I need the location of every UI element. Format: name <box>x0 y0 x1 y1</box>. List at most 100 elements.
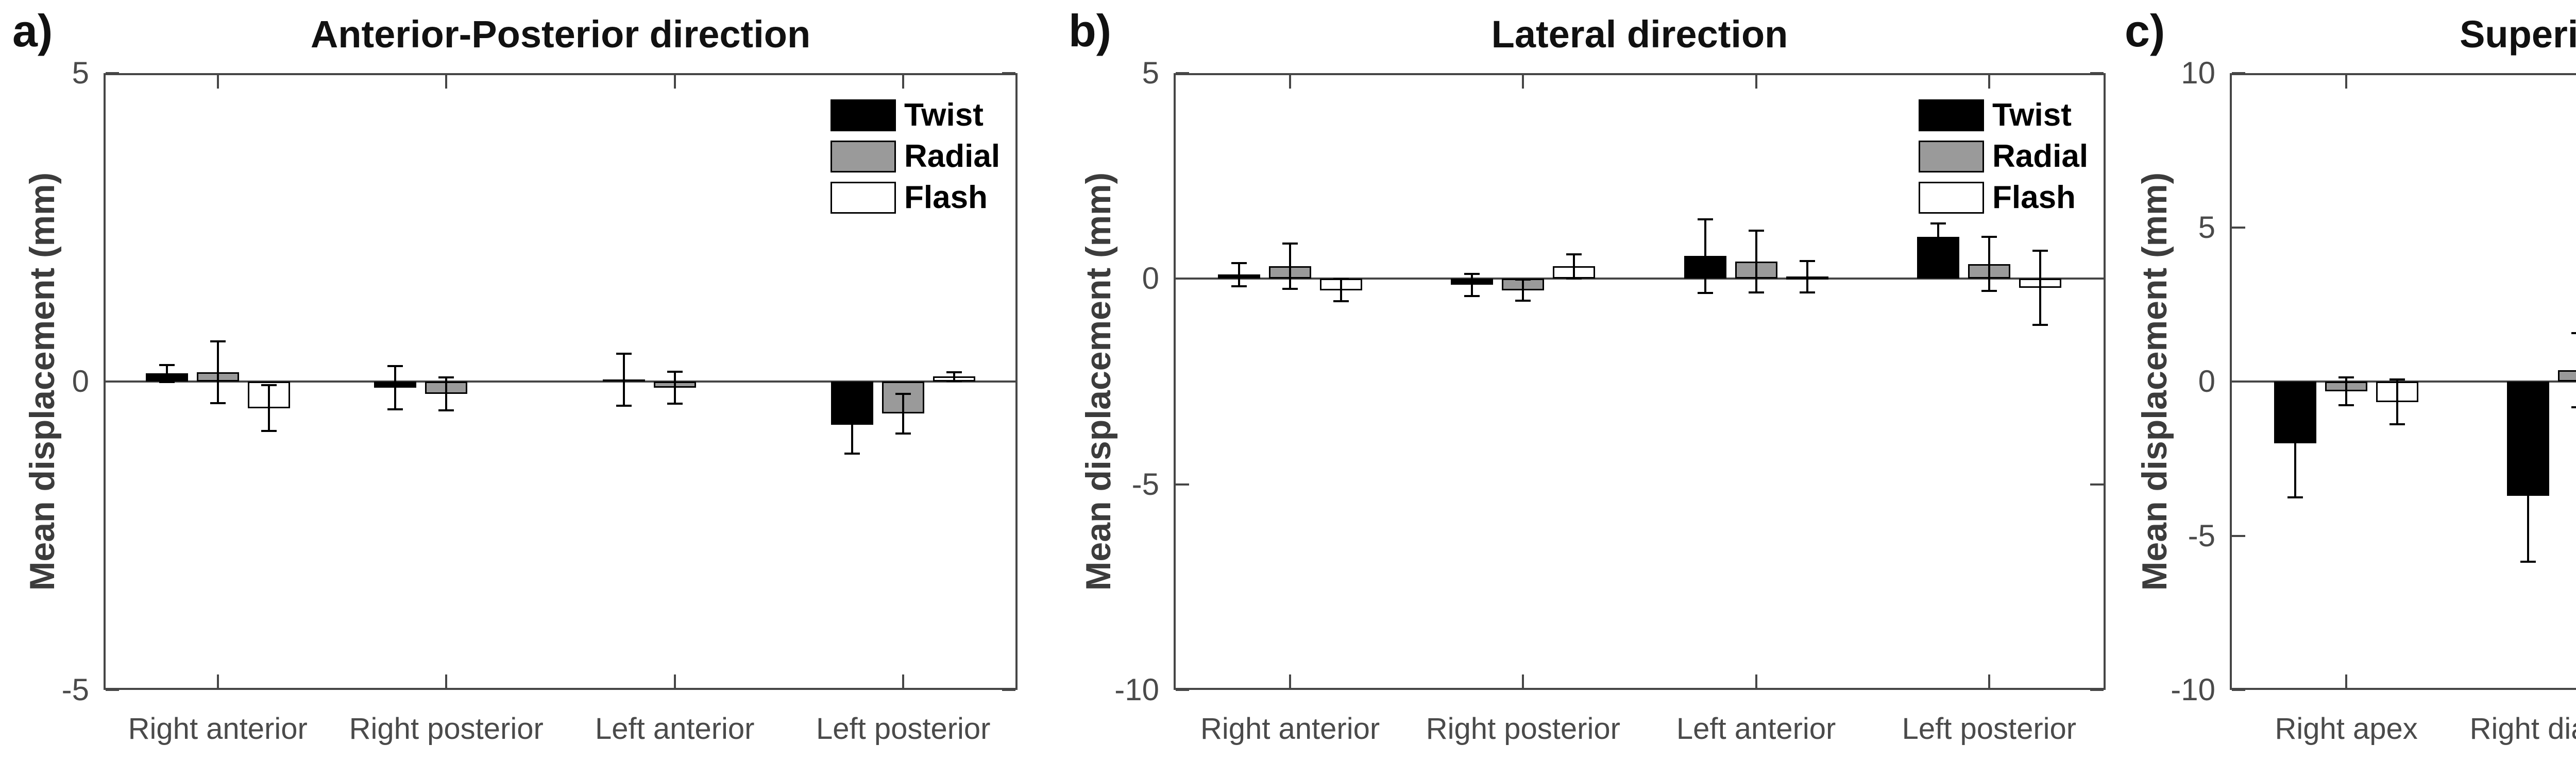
error-cap-bottom-b-twist-0 <box>1231 285 1247 287</box>
error-bar-a-twist-0 <box>165 365 168 383</box>
error-cap-top-b-radial-3 <box>1981 235 1997 238</box>
y-tick-left-a-0 <box>106 380 119 383</box>
x-tick-bottom-b-0 <box>1289 674 1292 688</box>
error-cap-bottom-b-flash-0 <box>1333 300 1349 303</box>
error-cap-bottom-c-radial-0 <box>2338 404 2354 407</box>
error-cap-bottom-a-twist-1 <box>387 408 403 410</box>
error-bar-b-flash-2 <box>1806 261 1808 292</box>
y-tick-label-c--5: -5 <box>2188 518 2215 553</box>
y-tick-label-c--10: -10 <box>2171 672 2215 707</box>
y-tick-left-b--10 <box>1176 689 1189 691</box>
chart-title-b: Lateral direction <box>1491 13 1788 56</box>
error-bar-b-flash-0 <box>1340 279 1343 302</box>
error-cap-top-b-flash-0 <box>1333 278 1349 281</box>
x-tick-top-b-3 <box>1988 75 1990 89</box>
y-tick-right-b-0 <box>2090 278 2104 280</box>
y-tick-left-b--5 <box>1176 483 1189 486</box>
error-bar-c-flash-0 <box>2396 379 2399 424</box>
y-tick-left-a-5 <box>106 72 119 74</box>
error-bar-a-twist-2 <box>622 354 625 406</box>
error-cap-bottom-b-flash-3 <box>2032 323 2048 326</box>
error-cap-top-a-radial-2 <box>667 370 683 373</box>
legend-label-flash-a: Flash <box>904 180 988 215</box>
error-cap-bottom-a-radial-3 <box>895 432 911 435</box>
error-cap-bottom-b-twist-2 <box>1697 292 1713 295</box>
error-bar-a-twist-3 <box>851 395 854 454</box>
error-cap-top-a-flash-3 <box>946 371 962 374</box>
legend-swatch-flash-a <box>831 182 896 214</box>
error-cap-top-b-flash-3 <box>2032 250 2048 252</box>
category-label-a-1: Right posterior <box>349 712 544 746</box>
category-label-a-0: Right anterior <box>128 712 308 746</box>
error-cap-bottom-a-radial-2 <box>667 403 683 405</box>
zero-line-a <box>106 380 1015 383</box>
category-label-b-0: Right anterior <box>1200 712 1380 746</box>
y-tick-right-a-5 <box>1002 72 1015 74</box>
category-label-b-1: Right posterior <box>1426 712 1620 746</box>
error-bar-a-radial-2 <box>673 371 676 404</box>
y-tick-left-c-5 <box>2232 226 2245 229</box>
y-tick-label-b--10: -10 <box>1114 672 1159 707</box>
error-bar-a-flash-0 <box>267 385 270 431</box>
error-cap-top-b-twist-0 <box>1231 262 1247 264</box>
y-tick-label-b-0: 0 <box>1142 261 1159 296</box>
panel-letter-b: b) <box>1069 5 1112 56</box>
y-tick-right-a--5 <box>1002 689 1015 691</box>
error-bar-b-radial-1 <box>1522 279 1524 301</box>
error-cap-bottom-a-flash-3 <box>946 379 962 382</box>
legend-swatch-radial-a <box>831 141 896 172</box>
error-cap-bottom-a-flash-0 <box>261 429 277 432</box>
error-cap-bottom-c-radial-1 <box>2571 406 2576 408</box>
error-bar-b-radial-2 <box>1755 230 1757 292</box>
y-tick-label-c-10: 10 <box>2181 56 2215 90</box>
error-cap-bottom-b-flash-2 <box>1799 291 1815 293</box>
legend-swatch-flash-b <box>1919 182 1984 214</box>
x-tick-bottom-a-1 <box>445 674 448 688</box>
chart-title-c: Superior-inferior direction <box>2460 13 2576 56</box>
x-tick-bottom-b-3 <box>1988 674 1990 688</box>
y-tick-label-a-0: 0 <box>72 364 89 399</box>
error-cap-top-b-twist-3 <box>1930 222 1946 224</box>
category-label-c-1: Right diaphragm <box>2469 712 2576 746</box>
error-cap-top-a-twist-1 <box>387 365 403 368</box>
x-tick-bottom-c-0 <box>2345 674 2348 688</box>
y-tick-label-b--5: -5 <box>1131 466 1159 501</box>
x-tick-top-a-3 <box>902 75 905 89</box>
error-cap-bottom-c-twist-1 <box>2520 561 2536 563</box>
error-bar-b-twist-1 <box>1471 273 1473 296</box>
error-bar-b-twist-3 <box>1937 223 1939 251</box>
legend-swatch-twist-a <box>831 99 896 131</box>
error-cap-bottom-b-radial-1 <box>1515 300 1531 302</box>
error-cap-top-a-twist-0 <box>159 363 175 366</box>
plot-box-b <box>1174 73 2106 690</box>
panel-b: b) Lateral direction Mean displacement (mm… <box>1056 0 2112 779</box>
y-tick-right-b--5 <box>2090 483 2104 486</box>
y-tick-label-c-5: 5 <box>2198 210 2215 245</box>
error-cap-top-a-twist-3 <box>844 394 860 397</box>
error-cap-bottom-b-flash-1 <box>1566 277 1582 280</box>
panel-letter-c: c) <box>2125 5 2165 56</box>
error-cap-top-b-twist-2 <box>1697 218 1713 220</box>
legend-label-twist-b: Twist <box>1992 97 2072 133</box>
x-tick-top-b-1 <box>1522 75 1524 89</box>
error-cap-bottom-b-radial-0 <box>1282 288 1298 290</box>
error-cap-top-b-twist-1 <box>1464 272 1480 275</box>
bar-c-radial-1 <box>2558 370 2576 382</box>
legend-swatch-radial-b <box>1919 141 1984 172</box>
y-tick-label-a-5: 5 <box>72 56 89 90</box>
error-cap-bottom-b-radial-2 <box>1748 291 1764 293</box>
error-cap-top-b-flash-2 <box>1799 259 1815 262</box>
error-cap-top-b-radial-0 <box>1282 243 1298 245</box>
x-tick-bottom-b-2 <box>1755 674 1757 688</box>
error-cap-top-c-flash-0 <box>2389 378 2405 381</box>
legend-label-radial-b: Radial <box>1992 139 2089 174</box>
error-bar-b-twist-0 <box>1238 263 1241 286</box>
x-tick-bottom-b-1 <box>1522 674 1524 688</box>
y-tick-left-a--5 <box>106 689 119 691</box>
error-cap-top-b-radial-2 <box>1748 229 1764 232</box>
error-cap-top-a-radial-1 <box>438 376 454 378</box>
y-tick-right-a-0 <box>1002 380 1015 383</box>
error-cap-bottom-b-twist-3 <box>1930 249 1946 252</box>
error-cap-bottom-b-twist-1 <box>1464 295 1480 297</box>
